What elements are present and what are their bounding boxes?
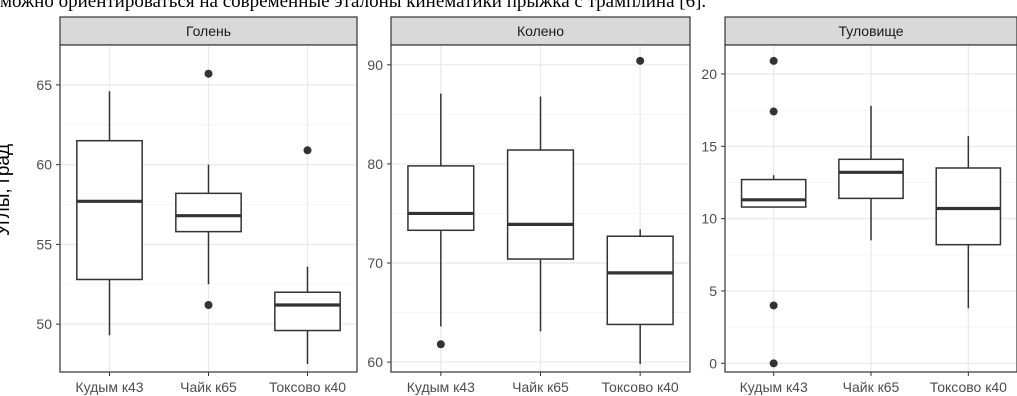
x-tick-label: Кудым к43: [407, 379, 475, 395]
panel-title: Колено: [517, 23, 564, 39]
x-tick-label: Чайк к65: [180, 379, 237, 395]
box-outlier: [303, 146, 312, 155]
x-tick-label: Кудым к43: [740, 379, 808, 395]
figure-caption: можно ориентироваться на современные эта…: [0, 0, 707, 12]
box-iqr: [935, 167, 1002, 246]
y-tick-label: 90: [367, 57, 383, 73]
box-iqr: [407, 165, 475, 232]
y-tick-label: 55: [36, 236, 52, 252]
box-outlier: [436, 340, 445, 349]
x-tick-label: Кудым к43: [75, 379, 143, 395]
y-tick-label: 5: [709, 283, 717, 299]
x-tick-label: Токсово к40: [269, 379, 346, 395]
box-outlier: [204, 301, 213, 310]
box-iqr: [76, 139, 143, 281]
box-outlier: [636, 56, 645, 65]
x-tick-label: Токсово к40: [930, 379, 1007, 395]
y-tick-label: 70: [367, 255, 383, 271]
y-tick-label: 10: [701, 211, 717, 227]
x-tick-label: Чайк к65: [843, 379, 900, 395]
y-tick-label: 0: [709, 355, 717, 371]
y-tick-label: 80: [367, 156, 383, 172]
box-iqr: [838, 158, 904, 200]
box-outlier: [769, 359, 778, 368]
box-iqr: [740, 178, 807, 208]
panel-strip: [724, 16, 1017, 46]
panel-strip: [390, 16, 691, 46]
y-tick-label: 15: [701, 138, 717, 154]
x-tick-label: Чайк к65: [512, 379, 569, 395]
box-outlier: [769, 56, 778, 65]
box-iqr: [506, 149, 575, 260]
x-tick-label: Токсово к40: [602, 379, 679, 395]
panel-title: Туловище: [839, 23, 904, 39]
y-tick-label: 50: [36, 316, 52, 332]
y-tick-label: 65: [36, 77, 52, 93]
box-outlier: [769, 301, 778, 310]
y-tick-label: 20: [701, 66, 717, 82]
y-tick-label: 60: [36, 157, 52, 173]
panel-strip: [59, 16, 358, 46]
box-outlier: [204, 69, 213, 78]
box-iqr: [606, 235, 674, 326]
box-iqr: [175, 192, 242, 233]
y-tick-label: 60: [367, 354, 383, 370]
box-iqr: [274, 291, 341, 332]
panel-title: Голень: [186, 23, 231, 39]
box-outlier: [769, 107, 778, 116]
